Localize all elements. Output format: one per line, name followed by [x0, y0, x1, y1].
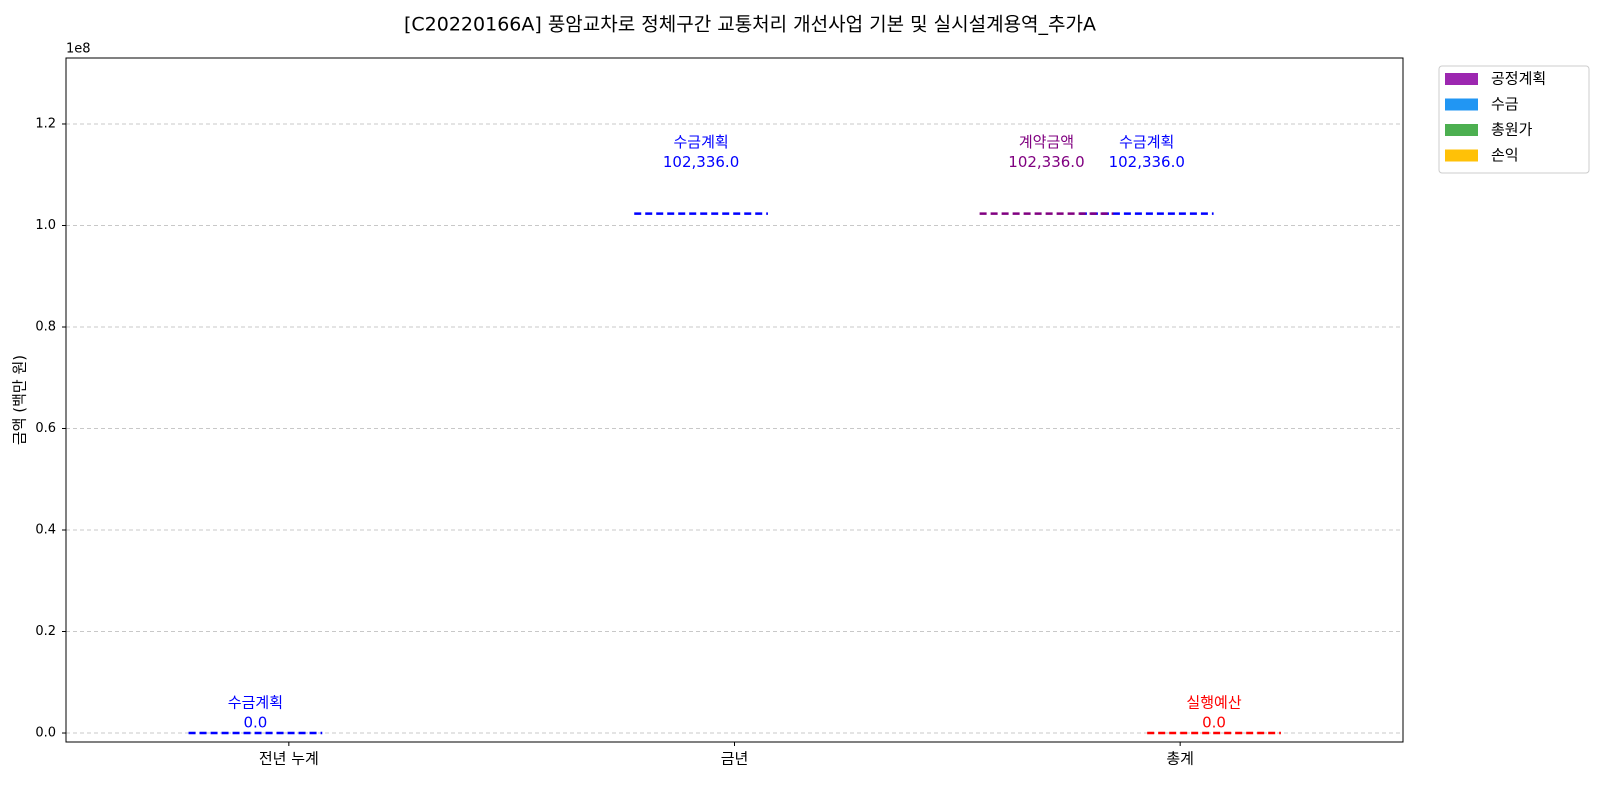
y-tick-label: 0.2 [35, 624, 56, 639]
y-tick-label: 0.6 [35, 421, 56, 436]
legend-swatch [1445, 73, 1478, 85]
y-tick-label: 1.0 [35, 218, 56, 233]
data-label-name: 수금계획 [1119, 133, 1174, 151]
chart-title: [C20220166A] 풍암교차로 정체구간 교통처리 개선사업 기본 및 실… [404, 14, 1096, 36]
legend-label: 공정계획 [1491, 70, 1546, 88]
data-label: 0.0 [1202, 714, 1226, 732]
data-label: 102,336.0 [663, 153, 739, 171]
data-label: 102,336.0 [1109, 153, 1185, 171]
legend-label: 손익 [1491, 146, 1519, 164]
data-label-name: 수금계획 [228, 694, 283, 712]
y-tick-label: 0.8 [35, 319, 56, 334]
data-label-name: 실행예산 [1186, 694, 1241, 712]
data-label: 0.0 [243, 714, 267, 732]
y-axis-label: 금액 (백만 원) [11, 355, 29, 445]
y-tick-label: 0.4 [35, 523, 56, 538]
data-label-name: 계약금액 [1019, 133, 1074, 151]
legend-swatch [1445, 124, 1478, 136]
data-label: 102,336.0 [1008, 153, 1084, 171]
y-tick-label: 0.0 [35, 726, 56, 741]
x-tick-label: 금년 [721, 750, 749, 768]
legend-swatch [1445, 149, 1478, 162]
legend-label: 총원가 [1491, 121, 1533, 139]
x-tick-label: 총계 [1166, 750, 1194, 768]
legend-swatch [1445, 98, 1478, 111]
legend-label: 수금 [1491, 95, 1519, 113]
y-offset-label: 1e8 [66, 42, 91, 57]
legend-box [1438, 65, 1590, 174]
data-label-name: 수금계획 [673, 133, 728, 151]
y-tick-label: 1.2 [35, 116, 56, 131]
x-tick-label: 전년 누계 [259, 750, 319, 768]
